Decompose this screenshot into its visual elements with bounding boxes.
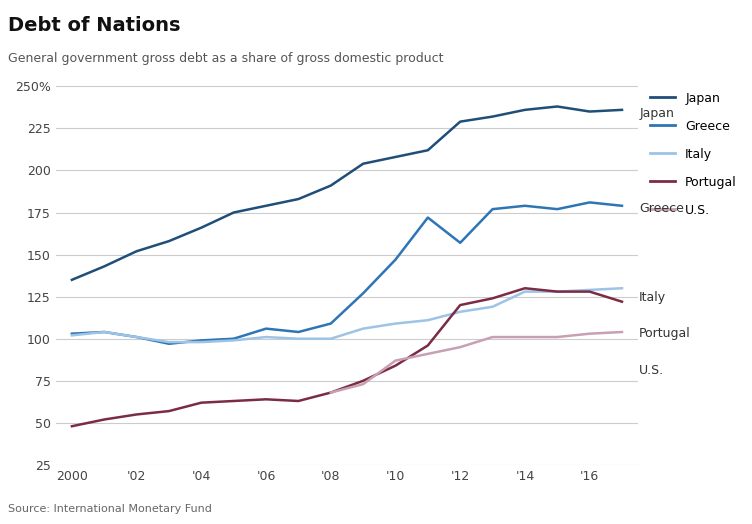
Japan (229, 210, 238, 216)
Text: Debt of Nations: Debt of Nations (8, 16, 180, 35)
Greece (456, 239, 465, 246)
U.S. (359, 381, 368, 387)
Portugal (391, 363, 400, 369)
Text: Portugal: Portugal (639, 328, 691, 340)
Greece (585, 199, 594, 205)
Japan (294, 196, 303, 202)
Portugal (456, 302, 465, 308)
Line: Portugal: Portugal (72, 288, 622, 426)
Italy (359, 325, 368, 332)
Text: Japan: Japan (639, 107, 674, 120)
Greece (132, 334, 141, 340)
Japan (100, 263, 109, 269)
U.S. (553, 334, 562, 340)
Italy (520, 288, 529, 294)
U.S. (617, 329, 626, 335)
Italy (132, 334, 141, 340)
U.S. (520, 334, 529, 340)
Line: Italy: Italy (72, 288, 622, 342)
Portugal (359, 378, 368, 384)
Greece (68, 331, 77, 337)
U.S. (326, 389, 335, 396)
Japan (456, 118, 465, 125)
Japan (423, 147, 432, 154)
Italy (68, 332, 77, 339)
Italy (262, 334, 271, 340)
Japan (197, 224, 206, 231)
Italy (585, 287, 594, 293)
Text: Italy: Italy (639, 291, 666, 303)
Italy (391, 321, 400, 327)
Portugal (326, 389, 335, 396)
Line: Greece: Greece (72, 202, 622, 344)
U.S. (456, 344, 465, 350)
Portugal (294, 398, 303, 404)
Italy (165, 339, 174, 345)
Italy (229, 337, 238, 344)
Portugal (617, 299, 626, 305)
Line: Japan: Japan (72, 106, 622, 280)
Portugal (197, 399, 206, 406)
Portugal (262, 396, 271, 402)
Japan (165, 238, 174, 244)
Greece (391, 256, 400, 263)
Italy (488, 303, 497, 310)
Italy (553, 288, 562, 294)
Text: General government gross debt as a share of gross domestic product: General government gross debt as a share… (8, 52, 443, 66)
Greece (553, 206, 562, 212)
Portugal (423, 342, 432, 348)
Japan (520, 107, 529, 113)
Italy (100, 329, 109, 335)
Portugal (165, 408, 174, 414)
Japan (617, 107, 626, 113)
Portugal (585, 288, 594, 294)
Japan (391, 154, 400, 160)
Japan (553, 103, 562, 110)
Japan (359, 160, 368, 167)
Greece (617, 203, 626, 209)
Greece (262, 325, 271, 332)
Japan (262, 203, 271, 209)
Portugal (132, 411, 141, 418)
U.S. (391, 357, 400, 364)
Japan (326, 182, 335, 189)
Greece (100, 329, 109, 335)
Text: Greece: Greece (639, 202, 684, 214)
Japan (585, 108, 594, 115)
U.S. (488, 334, 497, 340)
Italy (617, 285, 626, 291)
Italy (423, 317, 432, 323)
Portugal (520, 285, 529, 291)
Portugal (100, 417, 109, 423)
Legend: Japan, Greece, Italy, Portugal, U.S.: Japan, Greece, Italy, Portugal, U.S. (650, 92, 737, 217)
Japan (488, 113, 497, 119)
Greece (488, 206, 497, 212)
Greece (294, 329, 303, 335)
Portugal (229, 398, 238, 404)
Portugal (68, 423, 77, 429)
Japan (132, 248, 141, 254)
Greece (165, 341, 174, 347)
Greece (229, 335, 238, 342)
Greece (520, 203, 529, 209)
Greece (326, 321, 335, 327)
Italy (197, 339, 206, 345)
U.S. (423, 351, 432, 357)
Italy (294, 335, 303, 342)
Greece (359, 290, 368, 297)
Line: U.S.: U.S. (331, 332, 622, 392)
Text: U.S.: U.S. (639, 364, 664, 377)
Greece (197, 337, 206, 344)
Portugal (553, 288, 562, 294)
Portugal (488, 295, 497, 301)
Greece (423, 214, 432, 221)
Text: Source: International Monetary Fund: Source: International Monetary Fund (8, 504, 211, 514)
U.S. (585, 331, 594, 337)
Italy (456, 309, 465, 315)
Japan (68, 277, 77, 283)
Italy (326, 335, 335, 342)
